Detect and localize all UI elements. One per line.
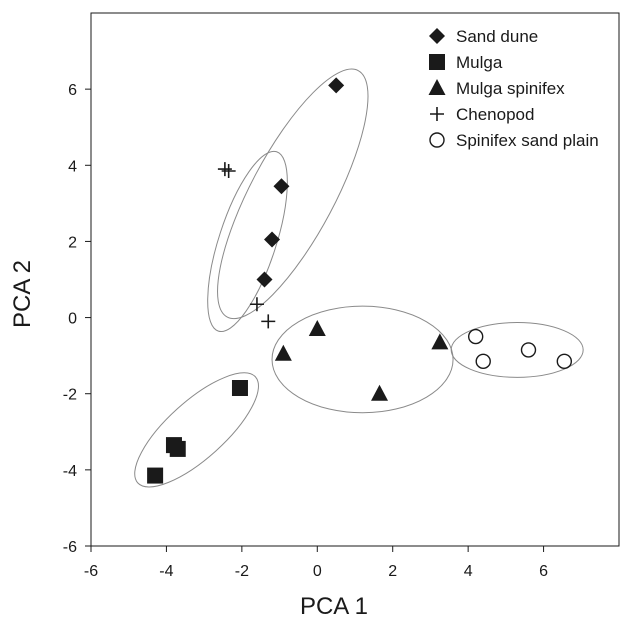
point-sand-dune bbox=[256, 271, 273, 288]
ellipse-sand-dune bbox=[217, 68, 369, 320]
point-spinifex-sand-plain bbox=[467, 328, 484, 345]
legend-label-mulga: Mulga bbox=[456, 53, 503, 72]
y-tick-label: -2 bbox=[63, 387, 77, 404]
point-mulga bbox=[147, 467, 164, 484]
x-tick-label: 6 bbox=[539, 563, 548, 580]
point-mulga-spinifex bbox=[371, 384, 389, 401]
ellipse-chenopod bbox=[207, 150, 288, 333]
group-ellipses bbox=[134, 68, 584, 488]
ellipse-mulga bbox=[134, 372, 259, 488]
y-tick-label: 4 bbox=[68, 158, 77, 175]
x-tick-label: -6 bbox=[84, 563, 98, 580]
y-tick-label: -4 bbox=[63, 463, 77, 480]
legend-label-mulga-spinifex: Mulga spinifex bbox=[456, 79, 565, 98]
x-tick-label: -4 bbox=[159, 563, 173, 580]
x-axis-title: PCA 1 bbox=[300, 593, 368, 620]
point-chenopod bbox=[217, 162, 232, 177]
legend-marker-mulga bbox=[429, 54, 445, 70]
point-sand-dune bbox=[328, 77, 345, 94]
point-chenopod bbox=[221, 163, 236, 178]
x-tick-label: 4 bbox=[464, 563, 473, 580]
point-mulga-spinifex bbox=[308, 319, 326, 336]
legend-marker-sand-dune bbox=[429, 28, 445, 44]
legend-label-spinifex-sand-plain: Spinifex sand plain bbox=[456, 131, 599, 150]
point-spinifex-sand-plain bbox=[520, 342, 537, 358]
legend-marker-spinifex-sand-plain bbox=[429, 132, 445, 148]
point-spinifex-sand-plain bbox=[475, 353, 491, 370]
legend-marker-chenopod bbox=[430, 107, 444, 121]
plot-frame bbox=[90, 12, 620, 547]
point-sand-dune bbox=[273, 178, 290, 195]
point-chenopod bbox=[249, 297, 264, 312]
axes: -6 -4 -2 0 2 4 6 -6 -4 -2 0 2 4 6 bbox=[63, 82, 548, 580]
data-points bbox=[147, 77, 573, 484]
legend-label-chenopod: Chenopod bbox=[456, 105, 534, 124]
ellipse-mulga-spinifex bbox=[271, 305, 454, 414]
point-mulga-spinifex bbox=[274, 344, 292, 361]
point-mulga bbox=[231, 380, 248, 397]
legend-label-sand-dune: Sand dune bbox=[456, 27, 538, 46]
point-spinifex-sand-plain bbox=[556, 353, 573, 370]
y-tick-label: -6 bbox=[63, 539, 77, 556]
legend: Sand dune Mulga Mulga spinifex Chenopod Spin… bbox=[428, 27, 599, 150]
point-chenopod bbox=[261, 314, 276, 329]
ellipse-spinifex-sand-plain bbox=[450, 322, 584, 378]
point-mulga bbox=[169, 440, 186, 457]
y-tick-label: 6 bbox=[68, 82, 77, 99]
x-tick-label: 0 bbox=[313, 563, 322, 580]
x-tick-label: -2 bbox=[235, 563, 249, 580]
y-tick-label: 2 bbox=[68, 234, 77, 251]
point-mulga-spinifex bbox=[431, 333, 449, 350]
point-sand-dune bbox=[264, 231, 281, 248]
legend-marker-mulga-spinifex bbox=[428, 79, 446, 95]
x-tick-label: 2 bbox=[388, 563, 397, 580]
y-tick-label: 0 bbox=[68, 311, 77, 328]
y-axis-title: PCA 2 bbox=[9, 260, 36, 328]
